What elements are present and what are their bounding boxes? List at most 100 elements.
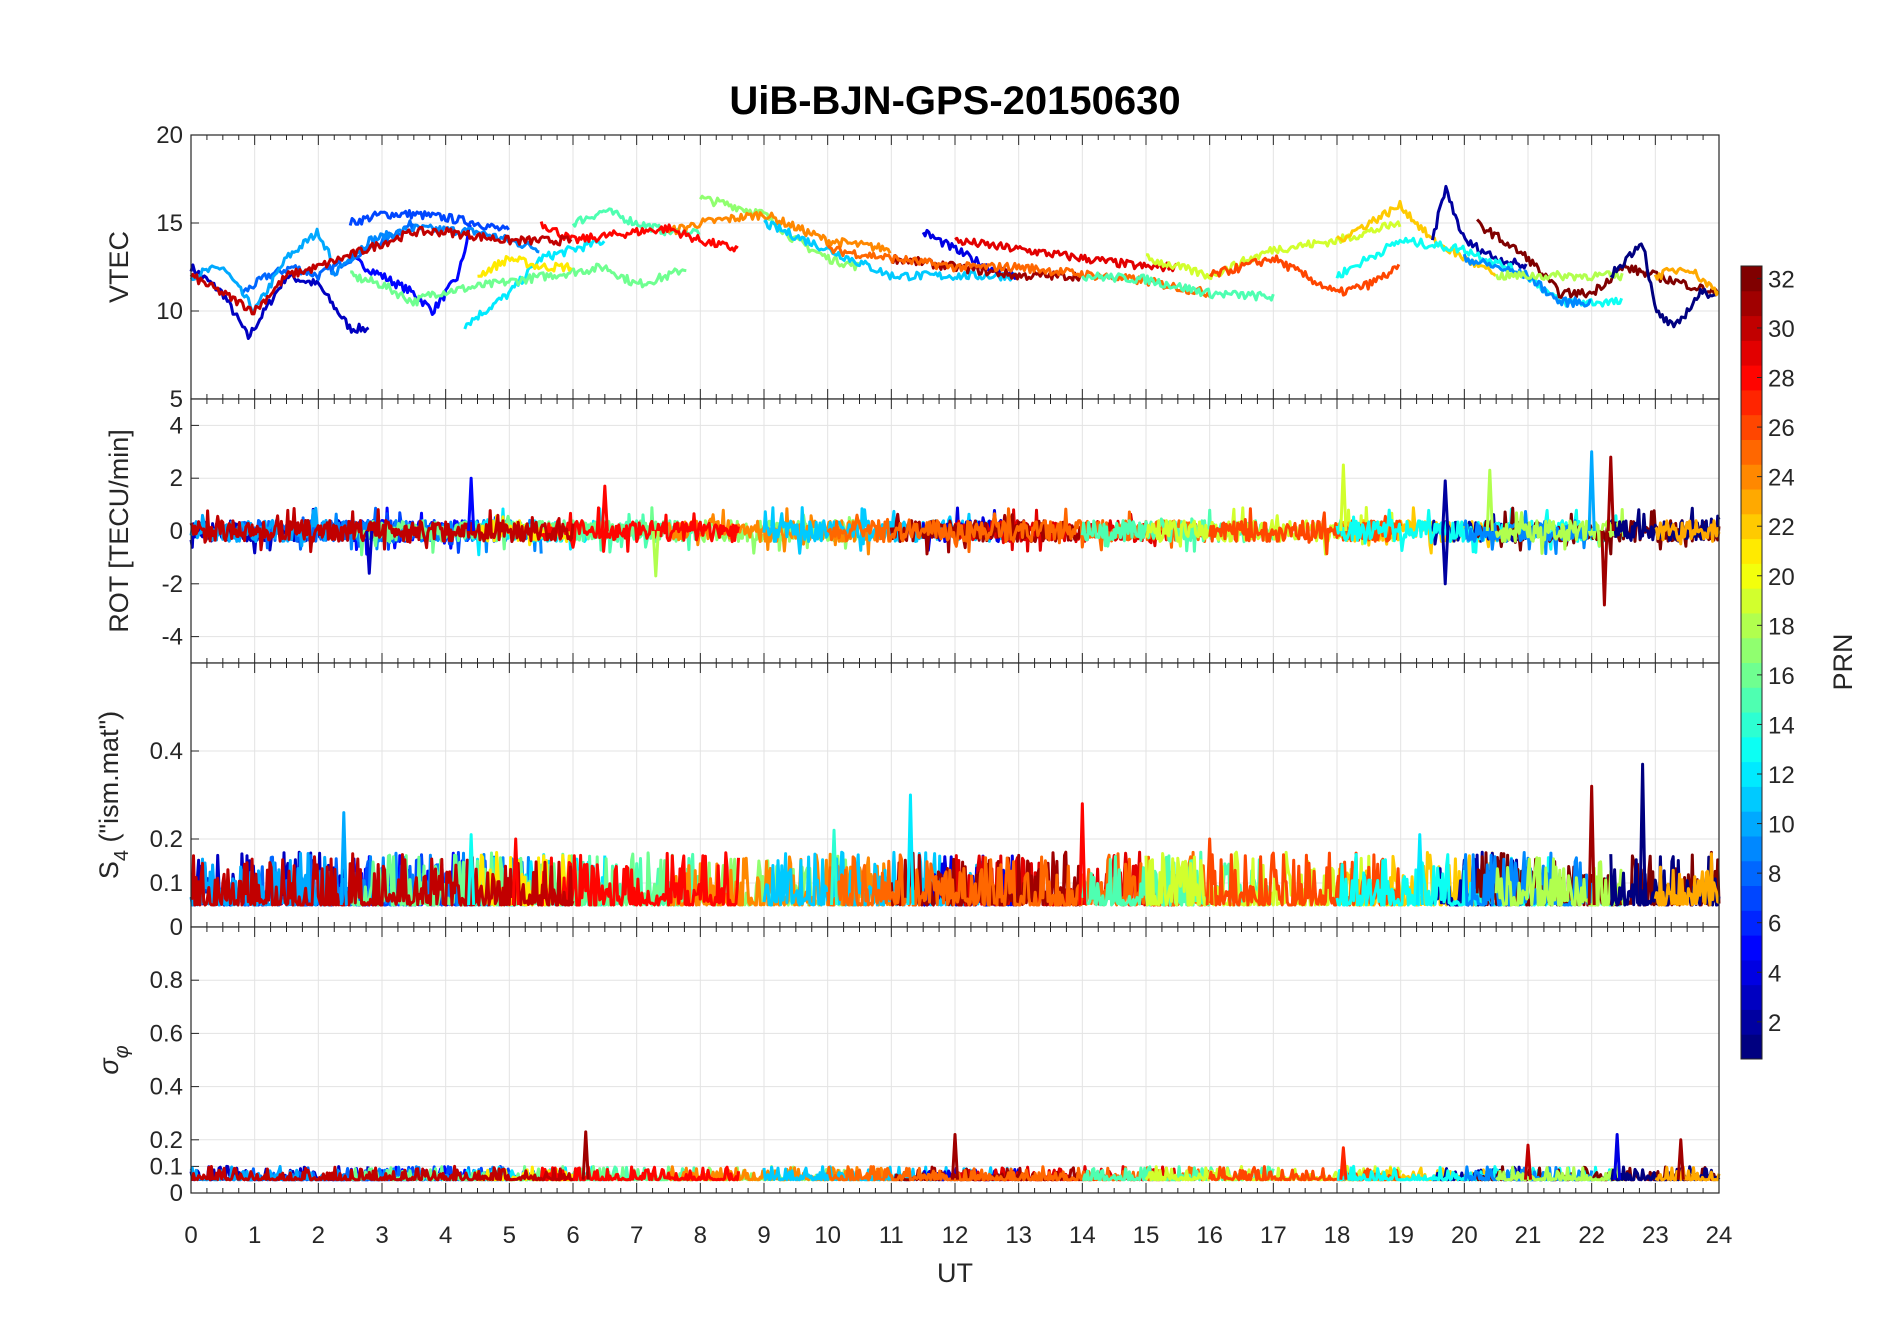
y-tick-label: 0 xyxy=(170,518,183,545)
colorbar-swatch xyxy=(1741,935,1762,961)
colorbar-swatch xyxy=(1741,1034,1762,1060)
spike-prn-10 xyxy=(339,811,348,906)
x-tick-label: 10 xyxy=(814,1222,841,1249)
spike-prn-2 xyxy=(1441,530,1450,586)
y-tick-label: 15 xyxy=(156,210,183,237)
x-tick-label: 21 xyxy=(1515,1222,1542,1249)
series-line-prn-9 xyxy=(1462,253,1592,308)
colorbar-swatch xyxy=(1741,959,1762,986)
series-line-prn-30 xyxy=(190,1164,574,1182)
colorbar-tick-label: 30 xyxy=(1768,316,1795,343)
series-group xyxy=(189,762,1721,907)
x-tick-label: 14 xyxy=(1069,1222,1096,1249)
spike-prn-18 xyxy=(1485,468,1494,532)
y-tick-label: 4 xyxy=(170,412,183,439)
spike-prn-31 xyxy=(1606,455,1615,532)
series-line-prn-5 xyxy=(348,224,472,316)
series-line-prn-18 xyxy=(1494,508,1625,555)
x-tick-label: 13 xyxy=(1005,1222,1032,1249)
x-tick-label: 22 xyxy=(1578,1222,1605,1249)
series-line-prn-16 xyxy=(350,262,687,307)
colorbar-swatch xyxy=(1741,637,1762,663)
x-tick-label: 19 xyxy=(1387,1222,1414,1249)
spike-prn-18 xyxy=(651,530,660,578)
colorbar-tick-label: 32 xyxy=(1768,266,1795,293)
series-line-prn-26 xyxy=(1208,507,1403,556)
colorbar-tick-label: 18 xyxy=(1768,613,1795,640)
y-tick-label: 0.8 xyxy=(150,967,183,994)
y-tick-label: 0.2 xyxy=(150,826,183,853)
x-tick-label: 7 xyxy=(630,1222,643,1249)
colorbar-tick-label: 6 xyxy=(1768,911,1781,938)
y-tick-label: 0.4 xyxy=(150,1074,183,1101)
spike-prn-12 xyxy=(906,793,915,906)
series-line-prn-23 xyxy=(1654,1165,1721,1182)
spike-prn-31 xyxy=(1600,530,1609,607)
y-tick-label: 20 xyxy=(156,122,183,149)
spike-prn-1 xyxy=(1638,762,1647,906)
spike-prn-13 xyxy=(467,833,476,906)
colorbar-swatch xyxy=(1741,588,1762,614)
spike-prn-28 xyxy=(1078,802,1087,906)
colorbar-swatch xyxy=(1741,340,1762,366)
series-line-prn-11 xyxy=(763,219,1020,282)
series-line-prn-28 xyxy=(539,1165,740,1182)
spike-prn-2 xyxy=(1441,479,1450,532)
colorbar-swatch xyxy=(1741,315,1762,341)
colorbar-swatch xyxy=(1741,860,1762,887)
colorbar-swatch xyxy=(1741,365,1762,391)
x-tick-label: 16 xyxy=(1196,1222,1223,1249)
panel-s4: 0 0.1 0.2 0.4 S4 ("ism.mat") xyxy=(94,662,1721,941)
spike-prn-28 xyxy=(600,484,609,532)
series-line-prn-7 xyxy=(348,209,510,232)
colorbar-swatch xyxy=(1741,439,1762,465)
series-line-prn-1 xyxy=(1609,506,1721,543)
colorbar-tick-label: 28 xyxy=(1768,366,1795,393)
series-line-prn-19 xyxy=(1145,220,1402,281)
colorbar-swatch xyxy=(1741,1009,1762,1035)
y-tick-label: 10 xyxy=(156,298,183,325)
series-line-prn-30 xyxy=(189,225,573,316)
spike-prn-31 xyxy=(1587,784,1596,906)
y-tick-label: 0 xyxy=(170,914,183,941)
y-axis-label-rot: ROT [TECU/min] xyxy=(104,429,134,633)
spike-prn-10 xyxy=(1587,450,1596,532)
colorbar-swatch xyxy=(1741,811,1762,837)
colorbar-swatch xyxy=(1741,885,1762,911)
colorbar-swatch xyxy=(1741,761,1762,787)
colorbar-swatch xyxy=(1741,513,1762,540)
series-line-prn-23 xyxy=(1653,852,1720,907)
x-axis-label: UT xyxy=(937,1258,973,1288)
series-line-prn-3 xyxy=(189,263,370,340)
colorbar-swatch xyxy=(1741,736,1762,763)
x-tick-label: 2 xyxy=(312,1222,325,1249)
y-axis-label-vtec: VTEC xyxy=(104,231,134,303)
colorbar-tick-label: 8 xyxy=(1768,861,1781,888)
x-tick-label: 23 xyxy=(1642,1222,1669,1249)
series-line-prn-24 xyxy=(667,211,892,254)
colorbar-tick-label: 20 xyxy=(1768,564,1795,591)
colorbar-swatch xyxy=(1741,290,1762,317)
spike-prn-31 xyxy=(950,1132,960,1180)
series-line-prn-23 xyxy=(1654,519,1721,546)
colorbar-frame xyxy=(1740,265,1763,1060)
series-group xyxy=(189,450,1721,607)
y-axis-label-s4: S4 ("ism.mat") xyxy=(94,711,133,879)
x-tick-label: 18 xyxy=(1324,1222,1351,1249)
x-tick-label: 24 xyxy=(1706,1222,1733,1249)
spike-prn-3 xyxy=(365,530,374,575)
colorbar-tick-label: 12 xyxy=(1768,762,1795,789)
y-tick-label: 0.1 xyxy=(150,1153,183,1180)
x-tick-label: 15 xyxy=(1133,1222,1160,1249)
spike-prn-28 xyxy=(511,837,520,906)
panel-vtec: 5 10 15 20 VTEC xyxy=(104,122,1720,413)
panel-sigma: 00.10.2 0.4 0.6 0.8 σφ xyxy=(94,926,1721,1207)
colorbar-label: PRN xyxy=(1828,633,1858,690)
colorbar-tick-label: 2 xyxy=(1768,1010,1781,1037)
colorbar-swatch xyxy=(1741,835,1762,862)
y-tick-label: 0.4 xyxy=(150,738,183,765)
series-line-prn-13 xyxy=(1335,507,1625,554)
colorbar-swatch xyxy=(1741,662,1762,688)
series-line-prn-23 xyxy=(1653,266,1720,297)
spike-prn-14 xyxy=(829,828,839,906)
